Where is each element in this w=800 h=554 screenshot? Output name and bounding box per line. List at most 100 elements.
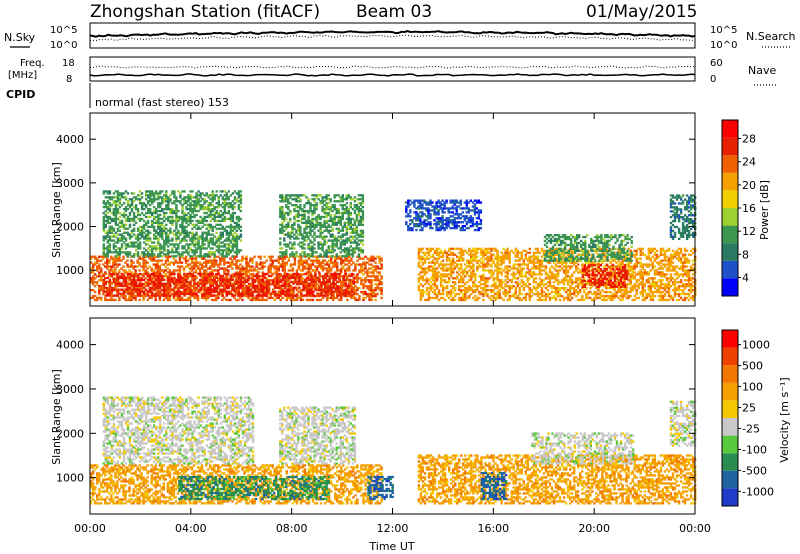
- freq-strip-frame: [90, 57, 695, 81]
- range-cell: [276, 267, 278, 269]
- range-cell: [203, 289, 205, 291]
- range-cell: [129, 251, 131, 253]
- range-cell: [284, 271, 286, 273]
- range-cell: [354, 224, 356, 226]
- range-cell: [220, 194, 222, 196]
- range-cell: [107, 281, 109, 283]
- range-cell: [139, 241, 141, 243]
- range-cell: [215, 269, 217, 271]
- range-cell: [216, 216, 218, 218]
- range-cell: [433, 205, 435, 207]
- range-cell: [167, 208, 169, 210]
- nsearch-tick-top: 10^5: [710, 25, 737, 36]
- range-cell: [143, 279, 145, 281]
- range-cell: [218, 200, 220, 202]
- range-cell: [203, 239, 205, 241]
- range-cell: [143, 251, 145, 253]
- range-cell: [210, 212, 212, 214]
- range-cell: [203, 206, 205, 208]
- range-cell: [159, 214, 161, 216]
- range-cell: [405, 209, 407, 211]
- range-cell: [173, 192, 175, 194]
- range-cell: [234, 212, 236, 214]
- range-cell: [296, 299, 298, 301]
- range-cell: [362, 273, 364, 275]
- range-cell: [314, 273, 316, 275]
- range-cell: [135, 291, 137, 293]
- range-cell: [272, 273, 274, 275]
- range-cell: [301, 218, 303, 220]
- range-cell: [214, 253, 216, 255]
- range-cell: [326, 299, 328, 301]
- range-cell: [278, 267, 280, 269]
- range-cell: [155, 275, 157, 277]
- range-cell: [238, 291, 240, 293]
- range-cell: [119, 212, 121, 214]
- range-cell: [370, 287, 372, 289]
- range-cell: [226, 192, 228, 194]
- range-cell: [229, 299, 231, 301]
- range-cell: [107, 208, 109, 210]
- range-cell: [181, 265, 183, 267]
- range-cell: [454, 219, 456, 221]
- range-cell: [171, 216, 173, 218]
- nsearch-trace: [90, 35, 695, 40]
- range-cell: [118, 269, 120, 271]
- range-cell: [289, 241, 291, 243]
- range-cell: [216, 241, 218, 243]
- range-cell: [309, 239, 311, 241]
- range-cell: [181, 253, 183, 255]
- range-cell: [155, 287, 157, 289]
- range-cell: [228, 253, 230, 255]
- range-cell: [354, 251, 356, 253]
- range-cell: [334, 218, 336, 220]
- range-cell: [159, 273, 161, 275]
- range-cell: [409, 219, 411, 221]
- range-cell: [134, 295, 136, 297]
- range-cell: [163, 285, 165, 287]
- range-cell: [133, 192, 135, 194]
- range-cell: [185, 281, 187, 283]
- range-cell: [307, 236, 309, 238]
- range-cell: [322, 265, 324, 267]
- range-cell: [353, 281, 355, 283]
- range-cell: [288, 285, 290, 287]
- range-cell: [343, 285, 345, 287]
- range-cell: [407, 213, 409, 215]
- range-cell: [360, 263, 362, 265]
- range-cell: [340, 224, 342, 226]
- range-cell: [141, 206, 143, 208]
- range-cell: [304, 273, 306, 275]
- range-cell: [103, 245, 105, 247]
- range-cell: [223, 260, 225, 262]
- range-cell: [380, 275, 382, 277]
- range-cell: [264, 293, 266, 295]
- range-cell: [350, 239, 352, 241]
- range-cell: [228, 279, 230, 281]
- range-cell: [332, 230, 334, 232]
- range-cell: [179, 299, 181, 301]
- range-cell: [103, 218, 105, 220]
- range-cell: [303, 230, 305, 232]
- range-cell: [319, 253, 321, 255]
- range-cell: [240, 206, 242, 208]
- range-cell: [276, 265, 278, 267]
- range-cell: [197, 265, 199, 267]
- range-cell: [185, 239, 187, 241]
- range-cell: [216, 239, 218, 241]
- range-cell: [179, 265, 181, 267]
- range-cell: [224, 216, 226, 218]
- range-cell: [380, 293, 382, 295]
- range-cell: [240, 196, 242, 198]
- range-cell: [131, 279, 133, 281]
- range-cell: [169, 200, 171, 202]
- range-cell: [169, 256, 171, 258]
- range-cell: [193, 279, 195, 281]
- range-cell: [286, 273, 288, 275]
- range-cell: [337, 277, 339, 279]
- range-cell: [167, 293, 169, 295]
- range-cell: [145, 289, 147, 291]
- range-cell: [179, 285, 181, 287]
- range-cell: [212, 190, 214, 192]
- range-cell: [151, 190, 153, 192]
